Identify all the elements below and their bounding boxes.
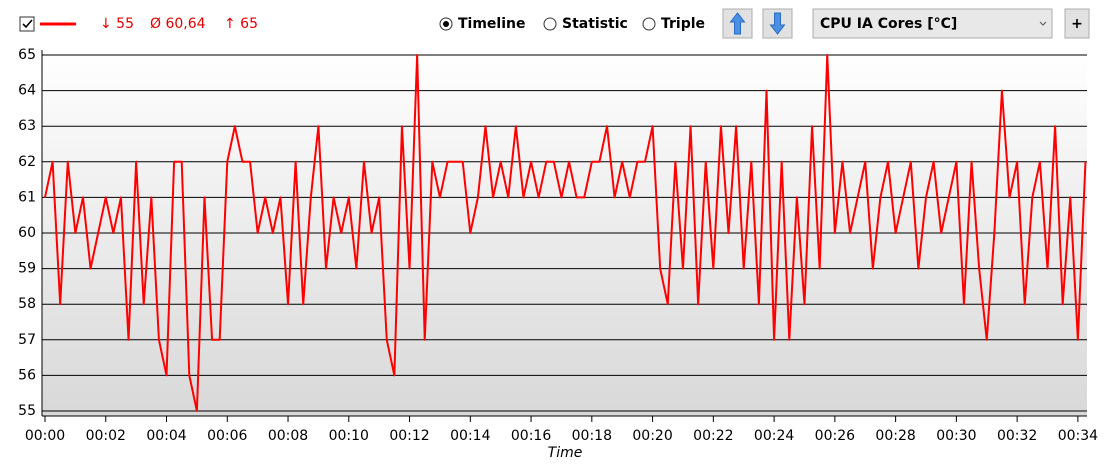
y-tick-label: 64 (18, 83, 36, 99)
radio-dot (443, 21, 449, 27)
up-arrow (729, 12, 746, 35)
x-tick-label: 00:06 (207, 428, 247, 444)
x-tick-label: 00:24 (754, 428, 794, 444)
x-tick-label: 00:16 (511, 428, 551, 444)
x-axis-label: Time (548, 445, 583, 461)
checkbox[interactable] (19, 16, 35, 32)
x-tick-label: 00:32 (997, 428, 1037, 444)
y-tick-label: 61 (18, 189, 36, 205)
x-tick-label: 00:26 (815, 428, 855, 444)
y-tick-label: 58 (18, 296, 36, 312)
y-tick-label: 57 (18, 332, 36, 348)
y-tick-label: 63 (18, 118, 36, 134)
data-line (44, 54, 1087, 412)
x-tick-label: 00:30 (936, 428, 976, 444)
avg-stat: Ø 60,64 (150, 16, 206, 32)
y-tick-label: 55 (18, 403, 36, 419)
min-stat: ↓ 55 (100, 16, 134, 32)
sensor-dropdown[interactable] (812, 8, 1053, 39)
x-tick-label: 00:00 (25, 428, 65, 444)
add-label: + (1071, 16, 1083, 32)
x-tick-label: 00:02 (86, 428, 126, 444)
view-option[interactable]: Timeline (458, 16, 526, 32)
x-tick-label: 00:18 (572, 428, 612, 444)
y-tick-label: 60 (18, 225, 36, 241)
x-tick-label: 00:04 (146, 428, 186, 444)
y-tick-label: 65 (18, 47, 36, 63)
x-tick-label: 00:34 (1058, 428, 1098, 444)
x-tick-label: 00:14 (450, 428, 490, 444)
check (22, 19, 33, 29)
radio[interactable] (642, 17, 656, 31)
view-option[interactable]: Statistic (562, 16, 628, 32)
max-stat: ↑ 65 (224, 16, 258, 32)
x-tick-label: 00:28 (875, 428, 915, 444)
dropdown-caret (1039, 21, 1047, 26)
down-arrow (769, 12, 786, 35)
x-tick-label: 00:22 (693, 428, 733, 444)
x-tick-label: 00:12 (389, 428, 429, 444)
add-button[interactable] (1064, 8, 1090, 39)
y-tick-label: 62 (18, 154, 36, 170)
x-tick-label: 00:20 (632, 428, 672, 444)
radio[interactable] (543, 17, 557, 31)
sensor-name: CPU IA Cores [°C] (820, 16, 957, 32)
y-tick-label: 59 (18, 261, 36, 277)
x-tick-label: 00:08 (268, 428, 308, 444)
x-tick-label: 00:10 (329, 428, 369, 444)
view-option[interactable]: Triple (661, 16, 705, 32)
y-tick-label: 56 (18, 367, 36, 383)
